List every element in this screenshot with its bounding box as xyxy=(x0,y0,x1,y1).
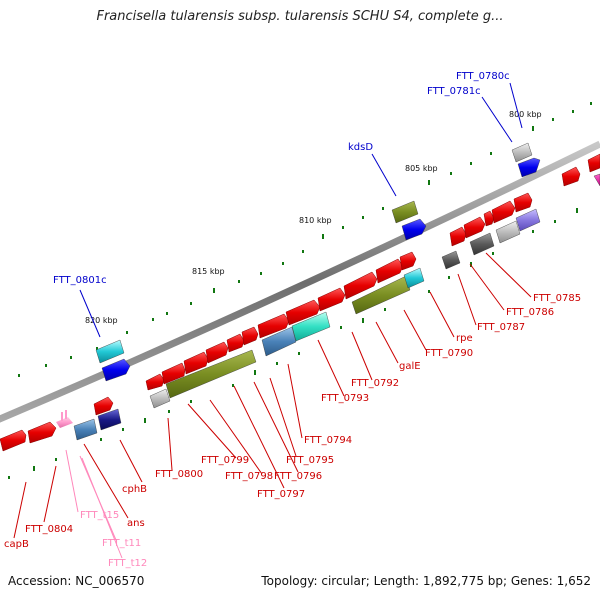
ruler-label-810: 810 kbp xyxy=(299,216,332,225)
label-cphB: cphB xyxy=(122,484,147,495)
accession-text: Accession: NC_006570 xyxy=(8,574,145,588)
cds-arrow xyxy=(449,226,467,247)
cds-arrow xyxy=(161,362,186,385)
ruler-label-815: 815 kbp xyxy=(192,267,225,276)
label-FTT_0804: FTT_0804 xyxy=(25,524,73,535)
leader-lines xyxy=(13,82,532,559)
cds-arrow xyxy=(93,396,114,416)
olive-block xyxy=(351,275,411,315)
label-FTT_0799: FTT_0799 xyxy=(201,455,249,466)
cds-arrow xyxy=(27,421,57,444)
feature-FTT_0781c xyxy=(517,157,541,178)
label-FTT_0800: FTT_0800 xyxy=(155,469,203,480)
steel-block xyxy=(73,418,98,441)
label-FTT_0787: FTT_0787 xyxy=(477,322,525,333)
label-capB: capB xyxy=(4,539,29,550)
inner-ruler-ticks xyxy=(8,208,578,479)
cds-arrow xyxy=(145,373,165,391)
label-FTT_0781c: FTT_0781c xyxy=(427,86,481,97)
navy-block xyxy=(97,408,122,431)
cds-arrow xyxy=(375,258,404,284)
cds-arrow xyxy=(513,192,533,213)
label-FTT_t15: FTT_t15 xyxy=(80,510,119,521)
ruler-label-805: 805 kbp xyxy=(405,164,438,173)
trna-bar xyxy=(65,410,67,419)
cds-arrow xyxy=(399,251,417,271)
cds-arrow xyxy=(241,326,259,346)
trna-features xyxy=(56,410,73,428)
label-FTT_0790: FTT_0790 xyxy=(425,348,473,359)
cds-arrow xyxy=(183,351,209,375)
label-ans: ans xyxy=(127,518,145,529)
cds-arrow xyxy=(491,200,516,224)
cds-track-colored xyxy=(73,173,600,441)
teal-block xyxy=(291,311,331,342)
cds-arrow xyxy=(205,341,229,364)
cds-arrow xyxy=(226,333,245,353)
cds-arrow xyxy=(561,166,581,187)
steel-block xyxy=(261,326,297,357)
cds-arrow xyxy=(587,153,600,173)
cds-arrow xyxy=(463,216,486,239)
cds-arrow xyxy=(285,299,321,326)
gray-block xyxy=(495,220,521,244)
magenta-block xyxy=(593,173,600,187)
outer-ruler-ticks xyxy=(18,102,592,377)
genome-summary-text: Topology: circular; Length: 1,892,775 bp… xyxy=(261,574,591,588)
label-FTT_0795: FTT_0795 xyxy=(286,455,334,466)
olive-block xyxy=(165,349,257,399)
cds-arrow xyxy=(257,313,290,339)
feature-kdsD xyxy=(401,218,427,241)
page-title: Francisella tularensis subsp. tularensis… xyxy=(96,9,504,24)
label-FTT_0796: FTT_0796 xyxy=(274,471,322,482)
label-FTT_0792: FTT_0792 xyxy=(351,378,399,389)
cds-arrow xyxy=(343,271,378,300)
dgray-block xyxy=(441,250,461,270)
label-FTT_0793: FTT_0793 xyxy=(321,393,369,404)
cds-arrow xyxy=(0,429,27,452)
label-FTT_0780c: FTT_0780c xyxy=(456,71,510,82)
feature-kdsD-olive xyxy=(391,200,419,224)
gray-block xyxy=(149,388,171,409)
ruler-label-800: 800 kbp xyxy=(509,110,542,119)
outer-features xyxy=(95,142,541,382)
label-FTT_0786: FTT_0786 xyxy=(506,307,554,318)
cds-arrow xyxy=(483,210,495,227)
label-FTT_0785: FTT_0785 xyxy=(533,293,581,304)
trna-arrow xyxy=(56,417,73,428)
label-FTT_t11: FTT_t11 xyxy=(102,538,141,549)
label-FTT_t12: FTT_t12 xyxy=(108,558,147,569)
dgray-block xyxy=(469,232,495,256)
trna-bar xyxy=(61,412,63,421)
feature-FTT_0780c xyxy=(511,142,533,163)
feature-FTT_0801c-cyan xyxy=(95,339,125,364)
label-kdsD: kdsD xyxy=(348,142,373,153)
cds-arrow xyxy=(317,287,346,312)
labels-pink: FTT_t15 FTT_t11 FTT_t12 xyxy=(80,510,147,569)
cds-track-forward xyxy=(0,153,600,452)
label-FTT_0801c: FTT_0801c xyxy=(53,275,107,286)
label-rpe: rpe xyxy=(456,333,473,344)
purple-block xyxy=(515,208,541,232)
feature-FTT_0801c xyxy=(101,358,131,382)
genome-backbone xyxy=(0,140,600,423)
label-galE: galE xyxy=(399,361,421,372)
labels-red: FTT_0785 FTT_0786 FTT_0787 rpe FTT_0790 … xyxy=(4,293,581,550)
label-FTT_0794: FTT_0794 xyxy=(304,435,352,446)
label-FTT_0798: FTT_0798 xyxy=(225,471,273,482)
cyan-block xyxy=(403,267,425,289)
ruler-label-820: 820 kbp xyxy=(85,316,118,325)
labels-blue: FTT_0780c FTT_0781c kdsD FTT_0801c xyxy=(53,71,510,286)
label-FTT_0797: FTT_0797 xyxy=(257,489,305,500)
